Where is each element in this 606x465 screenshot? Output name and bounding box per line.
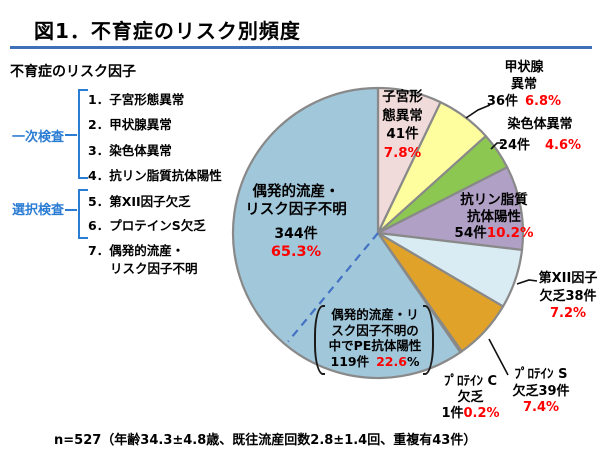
risk-item-2: 2．甲状腺異常	[88, 117, 172, 132]
label-pc-count: 1件	[441, 406, 464, 421]
label-pe-line3: 中でPE抗体陽性	[328, 338, 422, 353]
risk-item-7-line1: 7．偶発的流産・	[88, 243, 185, 258]
label-pe-line1: 偶発的流産・リ	[331, 307, 419, 322]
label-f12-line1: 第XII因子	[538, 271, 598, 286]
pe-bracket-left	[314, 305, 325, 375]
label-main-count: 344件	[274, 226, 318, 242]
optional-test-bracket	[78, 189, 88, 239]
label-factor12-deficiency: 第XII因子 欠乏38件 7.2%	[523, 270, 606, 323]
label-pe-count: 119件	[330, 353, 370, 369]
label-pe-pct: 22.6	[376, 353, 407, 369]
label-chromosome-anomaly: 染色体異常 24件 4.6%	[485, 114, 595, 156]
label-uterine-line2: 態異常	[382, 107, 423, 124]
leader-line-thyroid	[465, 104, 491, 119]
risk-item-3: 3．染色体異常	[88, 143, 172, 158]
pie-slice-4	[376, 166, 525, 252]
label-apl-line1: 抗リン脂質	[460, 192, 528, 208]
title-underline	[10, 46, 592, 49]
label-uterine-count: 41件	[386, 126, 419, 142]
label-main-line2: リスク因子不明	[245, 201, 347, 218]
risk-item-5: 5．第XII因子欠乏	[88, 194, 191, 209]
label-main-line1: 偶発的流産・	[252, 184, 340, 200]
optional-test-tick	[65, 209, 77, 211]
label-thyroid-count: 36件	[486, 94, 519, 109]
sample-size-note: n=527（年齢34.3±4.8歳、既往流産回数2.8±1.4回、重複有43件）	[54, 433, 477, 448]
label-pc-line2: 欠乏	[457, 390, 484, 405]
label-thyroid-line2: 異常	[510, 77, 537, 92]
group-label-optional-test: 選択検査	[12, 203, 65, 218]
label-protein-c-deficiency: ﾌﾟﾛﾃｲﾝ C 欠乏 1件0.2%	[428, 374, 513, 422]
leader-line-f12	[516, 279, 538, 285]
label-antiphospholipid: 抗リン脂質 抗体陽性 54件10.2%	[444, 192, 544, 242]
label-uterine-line1: 子宮形	[382, 89, 423, 105]
pe-subdivision-dashed-line	[287, 232, 379, 343]
label-apl-line2: 抗体陽性	[467, 208, 521, 225]
primary-test-tick	[65, 134, 77, 136]
risk-item-1: 1．子宮形態異常	[88, 92, 185, 107]
risk-item-7-line2: リスク因子不明	[110, 261, 198, 276]
label-pe-antibody-subgroup: 偶発的流産・リ スク因子不明の 中でPE抗体陽性 119件 22.6%	[325, 307, 425, 369]
label-ps-line1: ﾌﾟﾛﾃｲﾝ S	[514, 367, 568, 382]
label-uterine-anomaly: 子宮形 態異常 41件 7.8%	[375, 88, 430, 162]
label-pe-line2: スク因子不明の	[331, 322, 419, 338]
label-chromosome-pct: 4.6%	[545, 138, 582, 153]
page-title: 図1．不育症のリスク別頻度	[34, 19, 301, 43]
label-thyroid-line1: 甲状腺	[504, 60, 544, 75]
pie-slices	[231, 86, 525, 380]
risk-list-header: 不育症のリスク因子	[10, 64, 136, 80]
leader-line-chromosome	[490, 142, 503, 150]
label-apl-count: 54件	[454, 225, 487, 241]
primary-test-bracket	[78, 89, 88, 179]
leader-line-protein-s	[488, 338, 509, 376]
label-chromosome-count: 24件	[498, 138, 531, 153]
label-f12-line2: 欠乏38件	[539, 288, 597, 304]
label-f12-pct: 7.2%	[549, 306, 587, 321]
label-pc-line1: ﾌﾟﾛﾃｲﾝ C	[443, 374, 498, 389]
label-protein-s-deficiency: ﾌﾟﾛﾃｲﾝ S 欠乏39件 7.4%	[496, 367, 586, 417]
label-uterine-pct: 7.8%	[383, 144, 422, 161]
label-pc-pct: 0.2%	[463, 406, 500, 421]
risk-item-4: 4．抗リン脂質抗体陽性	[88, 168, 222, 183]
label-pe-pct-sign: %	[406, 353, 420, 369]
label-apl-pct: 10.2%	[486, 225, 534, 241]
label-main-pct: 65.3%	[270, 243, 322, 260]
label-thyroid-pct: 6.8%	[525, 94, 562, 109]
label-main-slice: 偶発的流産・ リスク因子不明 344件 65.3%	[221, 184, 371, 261]
label-thyroid-anomaly: 甲状腺 異常 36件 6.8%	[472, 59, 576, 110]
label-ps-pct: 7.4%	[522, 400, 560, 415]
pie-slice-8	[231, 86, 462, 380]
label-ps-line2: 欠乏39件	[512, 383, 570, 399]
group-label-primary-test: 一次検査	[12, 130, 65, 145]
risk-item-6: 6．プロテインS欠乏	[88, 218, 206, 233]
label-chromosome-line1: 染色体異常	[507, 117, 573, 132]
